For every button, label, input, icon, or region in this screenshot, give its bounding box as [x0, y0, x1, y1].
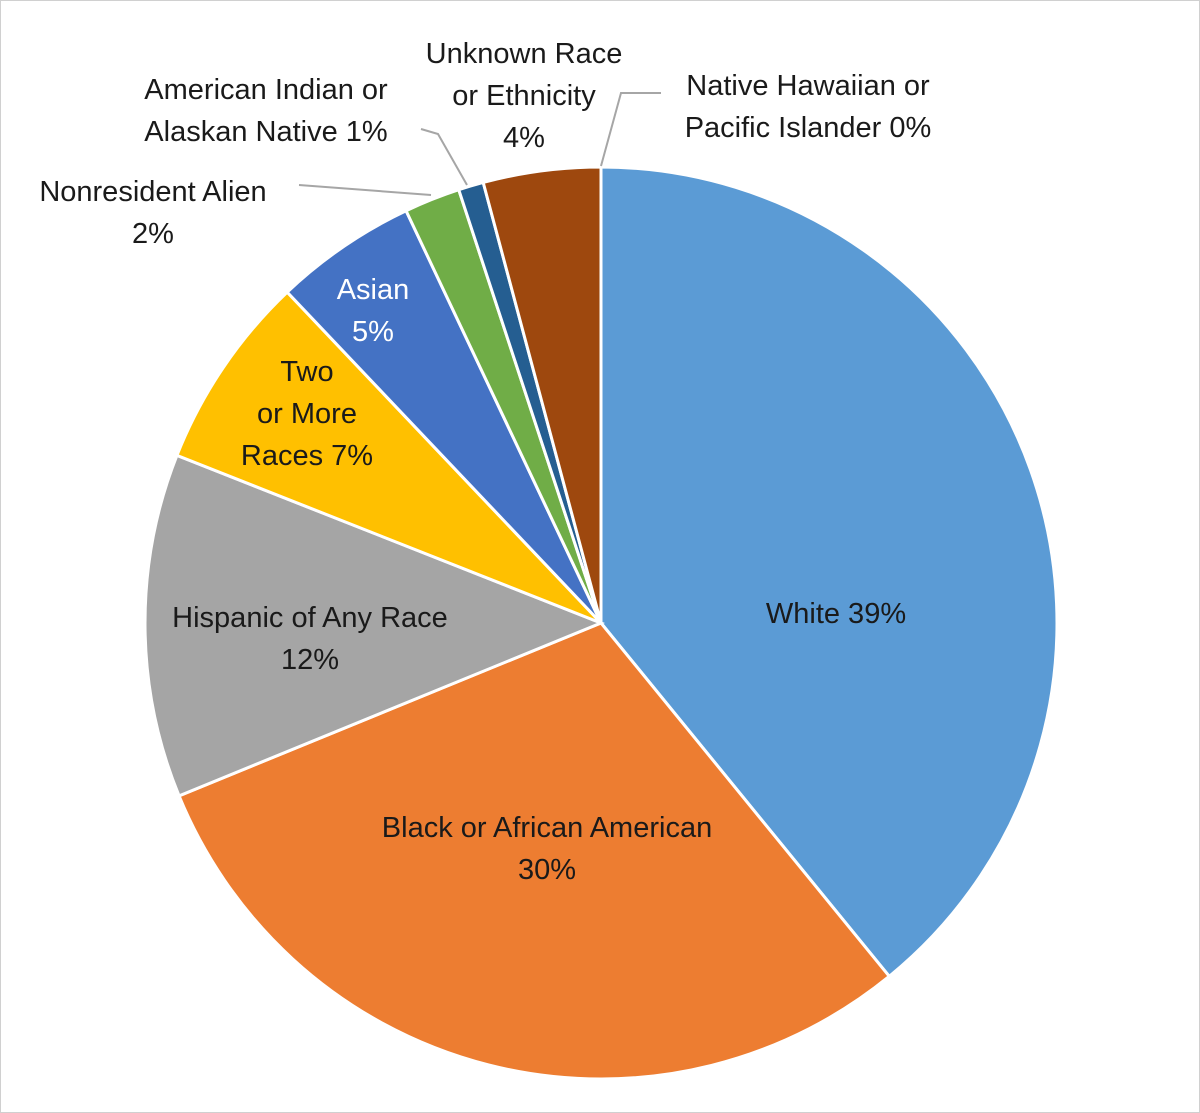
slice-two-or-more-races	[174, 290, 603, 625]
slices-layer	[143, 165, 1059, 1081]
slice-label-line: White 39%	[766, 598, 906, 630]
slice-hispanic-of-any-race	[143, 453, 606, 798]
slice-label-line: 30%	[518, 854, 576, 886]
labels-layer: White 39% Black or African American 30% His…	[39, 38, 931, 886]
slice-white	[599, 165, 1059, 979]
slice-unknown-race-or-ethnicity	[481, 165, 603, 624]
slice-label-asian: Asian 5%	[337, 274, 410, 348]
slice-label-line: Hispanic of Any Race	[172, 602, 448, 634]
slice-label-american-indian-or-alaskan-native: American Indian or Alaskan Native 1%	[144, 74, 388, 148]
slice-label-nonresident-alien: Nonresident Alien 2%	[39, 176, 266, 250]
leader-lines-layer	[298, 92, 661, 196]
slice-label-native-hawaiian-or-pacific-islander: Native Hawaiian or Pacific Islander 0%	[685, 70, 932, 144]
slice-label-unknown-race-or-ethnicity: Unknown Race or Ethnicity 4%	[426, 38, 623, 154]
slice-black-or-african-american	[177, 621, 892, 1081]
slice-label-line: 2%	[132, 218, 174, 250]
slice-label-line: 12%	[281, 644, 339, 676]
slice-label-hispanic-of-any-race: Hispanic of Any Race 12%	[172, 602, 448, 676]
slice-label-line: American Indian or	[144, 74, 388, 106]
leader-line-american-indian-or-alaskan-native	[420, 128, 468, 186]
slice-asian	[285, 208, 603, 625]
slice-label-black-or-african-american: Black or African American 30%	[382, 812, 712, 886]
slice-label-two-or-more-races: Two or More Races 7%	[241, 356, 373, 472]
slice-label-line: Alaskan Native 1%	[144, 116, 387, 148]
slice-label-line: Races 7%	[241, 440, 373, 472]
slice-label-line: Native Hawaiian or	[686, 70, 930, 102]
slice-label-line: Unknown Race	[426, 38, 623, 70]
slice-label-line: Black or African American	[382, 812, 712, 844]
slice-label-line: or Ethnicity	[452, 80, 596, 112]
slice-label-line: 5%	[352, 316, 394, 348]
slice-label-line: Nonresident Alien	[39, 176, 266, 208]
slice-label-line: Asian	[337, 274, 410, 306]
slice-label-line: 4%	[503, 122, 545, 154]
slice-label-line: Two	[280, 356, 333, 388]
leader-line-nonresident-alien	[298, 184, 432, 196]
slice-label-line: Pacific Islander 0%	[685, 112, 932, 144]
leader-line-native-hawaiian-or-pacific-islander	[600, 92, 661, 167]
slice-label-line: or More	[257, 398, 357, 430]
slice-label-white: White 39%	[766, 598, 906, 630]
